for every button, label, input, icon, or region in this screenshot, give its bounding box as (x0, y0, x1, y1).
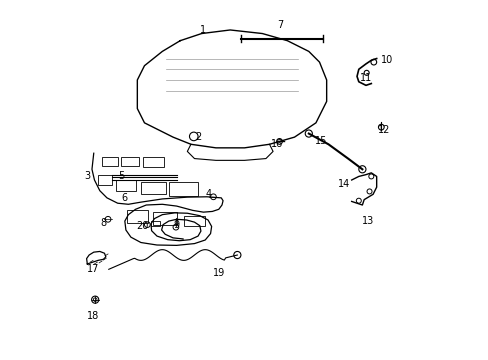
Bar (126, 210, 148, 223)
Bar (121, 157, 139, 166)
Text: 8: 8 (100, 218, 106, 228)
Text: 9: 9 (173, 220, 179, 230)
Text: 1: 1 (200, 25, 206, 35)
Text: 15: 15 (314, 136, 327, 146)
Bar (169, 182, 198, 196)
Text: 6: 6 (122, 193, 128, 203)
Text: 7: 7 (277, 19, 283, 30)
Text: 5: 5 (118, 171, 124, 181)
Text: 17: 17 (86, 264, 99, 274)
Bar (102, 157, 118, 166)
Bar (116, 180, 135, 191)
Text: 19: 19 (213, 268, 225, 278)
Bar (151, 221, 160, 226)
Text: 11: 11 (359, 73, 371, 83)
Bar (142, 157, 164, 167)
Text: 12: 12 (377, 125, 389, 135)
Bar (141, 182, 165, 194)
Text: 3: 3 (84, 171, 90, 181)
Bar (153, 212, 176, 225)
Text: 14: 14 (338, 179, 350, 189)
Text: 18: 18 (86, 311, 99, 321)
Text: 10: 10 (381, 55, 393, 65)
Text: 13: 13 (361, 216, 373, 226)
Text: 2: 2 (195, 132, 201, 142)
Bar (98, 175, 112, 185)
Text: 20: 20 (136, 221, 148, 231)
Text: 16: 16 (270, 139, 282, 149)
Bar (183, 216, 205, 226)
Text: 4: 4 (205, 189, 211, 199)
